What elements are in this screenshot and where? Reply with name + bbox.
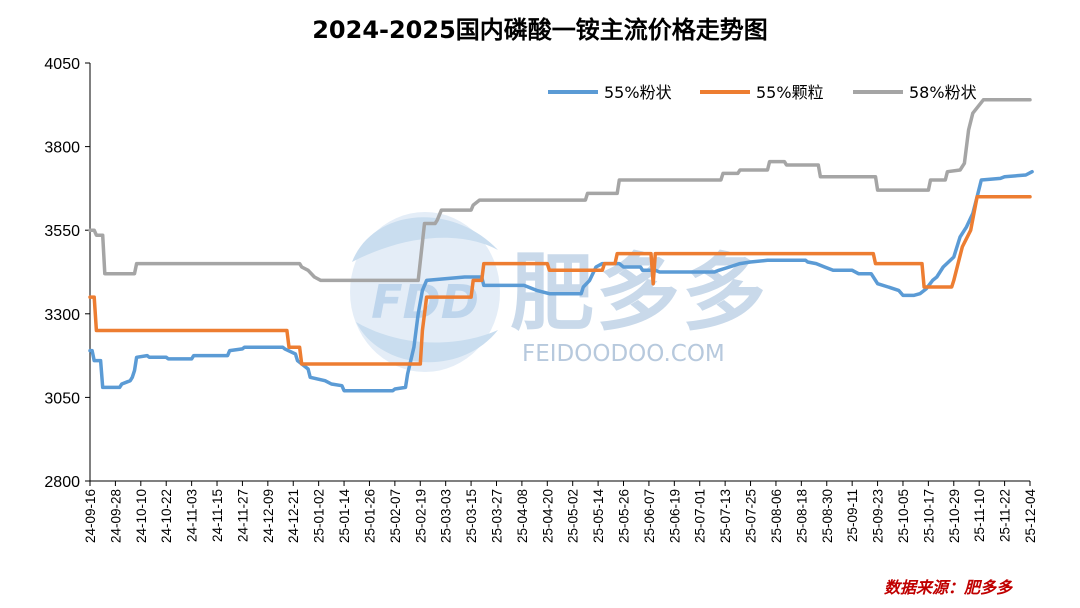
- source-note: 数据来源：肥多多: [884, 578, 1014, 597]
- legend-label: 55%粉状: [604, 83, 672, 102]
- y-tick-label: 3050: [44, 390, 80, 407]
- x-tick-label: 25-07-01: [693, 489, 708, 543]
- x-tick-label: 25-08-18: [794, 489, 809, 543]
- x-tick-label: 25-01-26: [362, 489, 377, 543]
- fdd-logo-icon: FDD: [350, 212, 500, 372]
- x-tick-label: 25-05-14: [591, 489, 606, 544]
- x-tick-label: 25-09-11: [845, 489, 860, 542]
- x-tick-label: 25-12-04: [1023, 489, 1038, 544]
- x-tick-label: 24-10-22: [159, 489, 174, 543]
- x-tick-label: 24-11-03: [185, 489, 200, 542]
- x-tick-label: 25-01-14: [337, 489, 352, 544]
- y-tick-label: 4050: [44, 56, 80, 73]
- x-tick-label: 25-07-25: [744, 489, 759, 543]
- x-tick-label: 25-09-23: [871, 489, 886, 543]
- series-line: [88, 98, 1032, 283]
- x-tick-label: 25-10-05: [896, 489, 911, 543]
- feidoodoo-watermark: FDD 肥多多 FEIDOODOO.COM: [350, 212, 766, 372]
- x-tick-label: 25-11-22: [998, 489, 1013, 542]
- x-tick-label: 25-07-13: [718, 489, 733, 543]
- y-tick-label: 3800: [44, 140, 80, 157]
- x-tick-label: 25-06-07: [642, 489, 657, 543]
- x-tick-label: 25-03-03: [439, 489, 454, 543]
- x-tick-label: 24-12-09: [261, 489, 276, 543]
- x-tick-label: 24-11-15: [210, 489, 225, 542]
- y-tick-label: 3550: [44, 223, 80, 240]
- x-tick-label: 24-09-28: [108, 489, 123, 543]
- x-tick-label: 24-10-10: [134, 489, 149, 543]
- chart-title: 2024-2025国内磷酸一铵主流价格走势图: [312, 16, 768, 44]
- y-tick-label: 3300: [44, 307, 80, 324]
- series-group: [88, 98, 1034, 393]
- x-tick-label: 25-10-29: [947, 489, 962, 543]
- legend-label: 55%颗粒: [756, 83, 824, 102]
- x-tick-label: 25-08-30: [820, 489, 835, 543]
- x-tick-label: 25-10-17: [921, 489, 936, 543]
- legend: 55%粉状 55%颗粒 58%粉状: [548, 83, 977, 102]
- series-line: [88, 195, 1032, 366]
- x-tick-label: 25-03-15: [464, 489, 479, 543]
- x-tick-label: 25-11-10: [972, 489, 987, 542]
- x-tick-label: 24-09-16: [83, 489, 98, 543]
- series-line: [88, 169, 1034, 393]
- x-tick-label: 25-05-26: [617, 489, 632, 543]
- legend-label: 58%粉状: [909, 83, 977, 102]
- x-tick-label: 25-06-19: [667, 489, 682, 543]
- x-tick-label: 25-05-02: [566, 489, 581, 543]
- x-tick-label: 25-03-27: [489, 489, 504, 543]
- x-tick-label: 25-02-19: [413, 489, 428, 543]
- x-tick-label: 24-12-21: [286, 489, 301, 543]
- x-tick-label: 25-02-07: [388, 489, 403, 543]
- x-tick-label: 25-08-06: [769, 489, 784, 543]
- y-tick-label: 2800: [44, 474, 80, 491]
- x-tick-label: 25-04-08: [515, 489, 530, 543]
- x-tick-label: 24-11-27: [235, 489, 250, 542]
- x-tick-label: 25-04-20: [540, 489, 555, 543]
- watermark-site-text: FEIDOODOO.COM: [522, 341, 725, 367]
- x-tick-label: 25-01-02: [312, 489, 327, 543]
- axes: 2800 3050 3300 3550 3800 4050 24-09-16 24-09-28…: [44, 56, 1038, 543]
